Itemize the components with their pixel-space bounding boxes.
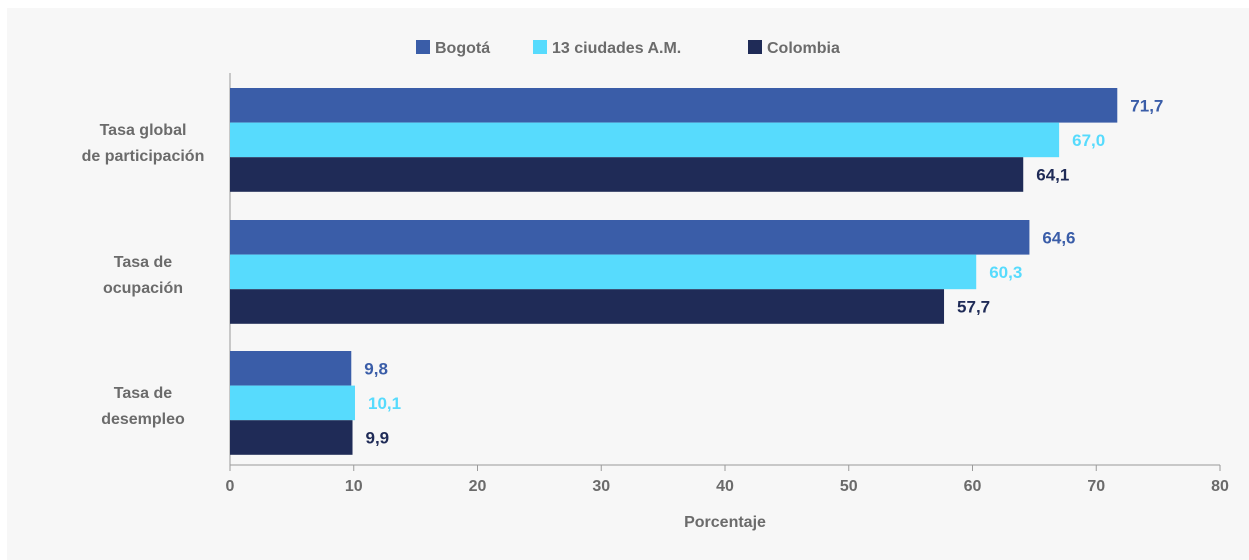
bar xyxy=(230,254,977,290)
data-label: 64,1 xyxy=(1036,166,1069,185)
category-label-line: de participación xyxy=(82,148,205,165)
legend-swatch xyxy=(748,40,762,54)
data-label: 67,0 xyxy=(1072,131,1105,150)
category-label-line: Tasa global xyxy=(100,122,187,139)
bar xyxy=(230,420,353,455)
legend-swatch xyxy=(533,40,547,54)
bar xyxy=(230,157,1024,192)
x-tick-label: 70 xyxy=(1087,478,1105,495)
bar xyxy=(230,385,355,421)
bar xyxy=(230,289,945,324)
category-label-line: desempleo xyxy=(101,411,185,428)
category-label: Tasa de ocupación xyxy=(103,254,183,297)
bar xyxy=(230,122,1060,158)
category-label-line: Tasa de xyxy=(114,385,173,402)
data-label: 60,3 xyxy=(989,263,1022,282)
x-tick-label: 0 xyxy=(226,478,235,495)
data-label: 71,7 xyxy=(1130,96,1163,115)
category-label: Tasa de desempleo xyxy=(101,385,185,428)
legend-label: 13 ciudades A.M. xyxy=(552,40,681,57)
x-tick-label: 20 xyxy=(469,478,487,495)
bar xyxy=(230,351,352,386)
data-label: 57,7 xyxy=(957,298,990,317)
x-tick-label: 60 xyxy=(964,478,982,495)
category-label-line: ocupación xyxy=(103,280,183,297)
data-label: 9,8 xyxy=(364,359,388,378)
data-label: 10,1 xyxy=(368,394,401,413)
x-tick-label: 80 xyxy=(1211,478,1229,495)
x-tick-label: 40 xyxy=(716,478,734,495)
x-axis-title: Porcentaje xyxy=(684,514,766,531)
category-label: Tasa global de participación xyxy=(82,122,205,165)
data-label: 64,6 xyxy=(1042,228,1075,247)
legend-label: Colombia xyxy=(767,40,840,57)
bar xyxy=(230,88,1118,123)
data-label: 9,9 xyxy=(366,429,390,448)
x-tick-label: 50 xyxy=(840,478,858,495)
bar xyxy=(230,220,1030,255)
legend-swatch xyxy=(416,40,430,54)
x-tick-label: 10 xyxy=(345,478,363,495)
category-label-line: Tasa de xyxy=(114,254,173,271)
legend-label: Bogotá xyxy=(435,40,490,57)
x-tick-label: 30 xyxy=(592,478,610,495)
